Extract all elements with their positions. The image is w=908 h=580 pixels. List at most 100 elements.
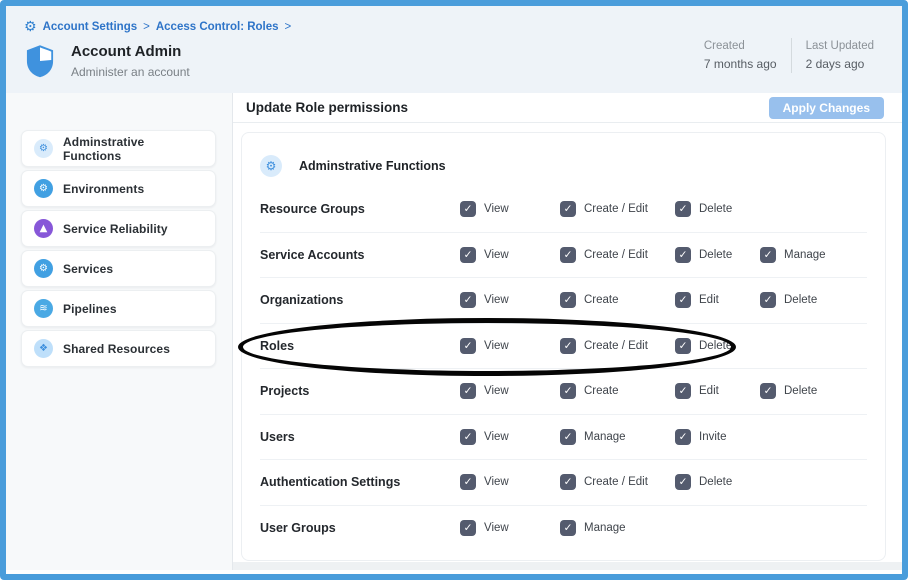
checkbox-create-edit[interactable]: ✓ <box>560 201 576 218</box>
sidebar-item-pipelines[interactable]: ≋ Pipelines <box>21 290 216 327</box>
shield-icon <box>26 45 54 78</box>
sidebar-item-adminstrative-functions[interactable]: ⚙ Adminstrative Functions <box>21 130 216 167</box>
checkbox-view[interactable]: ✓ <box>460 292 476 309</box>
page-bottom-strip <box>233 562 902 570</box>
sidebar-item-shared-resources[interactable]: ❖ Shared Resources <box>21 330 216 367</box>
breadcrumb-item-account-settings[interactable]: Account Settings <box>42 21 138 33</box>
permission-row-label: User Groups <box>260 521 336 536</box>
permission-cell-view: ✓ View <box>460 474 509 491</box>
permission-cell-delete: ✓ Delete <box>760 383 818 400</box>
checkbox-manage[interactable]: ✓ <box>560 428 576 445</box>
sidebar-item-service-reliability[interactable]: ▲ Service Reliability <box>21 210 216 247</box>
checkbox-manage[interactable]: ✓ <box>760 246 776 263</box>
checkbox-label: Delete <box>699 203 733 216</box>
gear-icon: ⚙ <box>260 155 282 177</box>
permission-row-resource-groups: Resource Groups ✓ View ✓ Create / Edit ✓ Delet… <box>260 187 867 233</box>
sidebar: ⚙ Adminstrative Functions ⚙ Environments ▲ Se… <box>6 93 233 570</box>
checkbox-label: View <box>484 476 509 489</box>
section-header: ⚙ Adminstrative Functions <box>260 155 867 177</box>
checkbox-label: Create / Edit <box>584 248 648 261</box>
checkbox-view[interactable]: ✓ <box>460 474 476 491</box>
permission-row-projects: Projects ✓ View ✓ Create ✓ Edit ✓ Delete <box>260 369 867 415</box>
checkbox-label: View <box>484 248 509 261</box>
sidebar-item-services[interactable]: ⚙ Services <box>21 250 216 287</box>
checkbox-manage[interactable]: ✓ <box>560 520 576 537</box>
checkbox-create[interactable]: ✓ <box>560 292 576 309</box>
service-reliability-icon: ▲ <box>34 219 53 238</box>
checkbox-label: Delete <box>699 339 733 352</box>
checkbox-label: Create / Edit <box>584 203 648 216</box>
permission-cell-delete: ✓ Delete <box>675 201 733 218</box>
checkbox-label: Delete <box>699 248 733 261</box>
sidebar-item-label: Pipelines <box>63 301 117 316</box>
permission-row-roles: Roles ✓ View ✓ Create / Edit ✓ Delete <box>260 324 867 369</box>
settings-gear-icon: ⚙ <box>24 19 37 35</box>
permission-row-authentication-settings: Authentication Settings ✓ View ✓ Create / Ed… <box>260 460 867 506</box>
checkbox-delete[interactable]: ✓ <box>675 337 691 354</box>
checkbox-label: Manage <box>584 430 626 443</box>
sidebar-item-label: Services <box>63 261 114 276</box>
apply-changes-button[interactable]: Apply Changes <box>768 96 884 119</box>
sidebar-item-environments[interactable]: ⚙ Environments <box>21 170 216 207</box>
shared-resources-icon: ❖ <box>34 339 53 358</box>
section-page-title: Update Role permissions <box>246 100 409 115</box>
environments-icon: ⚙ <box>34 179 53 198</box>
permission-cell-create-edit: ✓ Create / Edit <box>560 246 648 263</box>
sidebar-item-label: Shared Resources <box>63 341 170 356</box>
checkbox-view[interactable]: ✓ <box>460 383 476 400</box>
pipelines-icon: ≋ <box>34 299 53 318</box>
permission-row-label: Authentication Settings <box>260 475 401 490</box>
checkbox-label: Edit <box>699 385 719 398</box>
checkbox-view[interactable]: ✓ <box>460 520 476 537</box>
last-updated-value: 2 days ago <box>805 57 865 72</box>
checkbox-label: Create <box>584 385 619 398</box>
checkbox-delete[interactable]: ✓ <box>760 292 776 309</box>
checkbox-label: View <box>484 522 509 535</box>
permission-row-label: Projects <box>260 384 310 399</box>
permission-row-label: Users <box>260 429 295 444</box>
main-topbar: Update Role permissions Apply Changes <box>233 93 902 123</box>
checkbox-label: Delete <box>784 294 818 307</box>
checkbox-view[interactable]: ✓ <box>460 337 476 354</box>
permission-row-label: Service Accounts <box>260 247 365 262</box>
permission-cell-create-edit: ✓ Create / Edit <box>560 474 648 491</box>
checkbox-delete[interactable]: ✓ <box>675 201 691 218</box>
permission-cell-view: ✓ View <box>460 520 509 537</box>
permission-cell-manage: ✓ Manage <box>560 428 626 445</box>
permission-row-organizations: Organizations ✓ View ✓ Create ✓ Edit ✓ Delete <box>260 278 867 324</box>
permission-cell-delete: ✓ Delete <box>675 246 733 263</box>
page-title: Account Admin <box>71 43 182 60</box>
checkbox-view[interactable]: ✓ <box>460 246 476 263</box>
checkbox-edit[interactable]: ✓ <box>675 292 691 309</box>
checkbox-create-edit[interactable]: ✓ <box>560 474 576 491</box>
main-panel: Update Role permissions Apply Changes ⚙ … <box>233 93 902 570</box>
permissions-card: ⚙ Adminstrative Functions Resource Group… <box>241 132 886 561</box>
permission-row-label: Resource Groups <box>260 202 365 217</box>
checkbox-delete[interactable]: ✓ <box>675 474 691 491</box>
checkbox-create-edit[interactable]: ✓ <box>560 337 576 354</box>
checkbox-create[interactable]: ✓ <box>560 383 576 400</box>
checkbox-invite[interactable]: ✓ <box>675 428 691 445</box>
section-title: Adminstrative Functions <box>299 159 446 173</box>
permission-cell-create-edit: ✓ Create / Edit <box>560 201 648 218</box>
permission-row-label: Roles <box>260 338 295 353</box>
checkbox-edit[interactable]: ✓ <box>675 383 691 400</box>
checkbox-label: View <box>484 294 509 307</box>
checkbox-view[interactable]: ✓ <box>460 428 476 445</box>
role-profile: Account Admin Administer an account <box>24 43 888 79</box>
meta-info: Created 7 months ago Last Updated 2 days… <box>690 38 888 74</box>
checkbox-delete[interactable]: ✓ <box>675 246 691 263</box>
checkbox-label: Delete <box>699 476 733 489</box>
checkbox-create-edit[interactable]: ✓ <box>560 246 576 263</box>
sidebar-item-label: Adminstrative Functions <box>63 134 145 163</box>
permission-cell-view: ✓ View <box>460 201 509 218</box>
permission-row-service-accounts: Service Accounts ✓ View ✓ Create / Edit ✓ Dele… <box>260 233 867 278</box>
checkbox-label: Delete <box>784 385 818 398</box>
breadcrumb-item-access-control-roles[interactable]: Access Control: Roles <box>155 21 279 33</box>
breadcrumb-separator: > <box>284 21 292 33</box>
checkbox-delete[interactable]: ✓ <box>760 383 776 400</box>
created-value: 7 months ago <box>703 57 777 72</box>
checkbox-label: Edit <box>699 294 719 307</box>
checkbox-view[interactable]: ✓ <box>460 201 476 218</box>
